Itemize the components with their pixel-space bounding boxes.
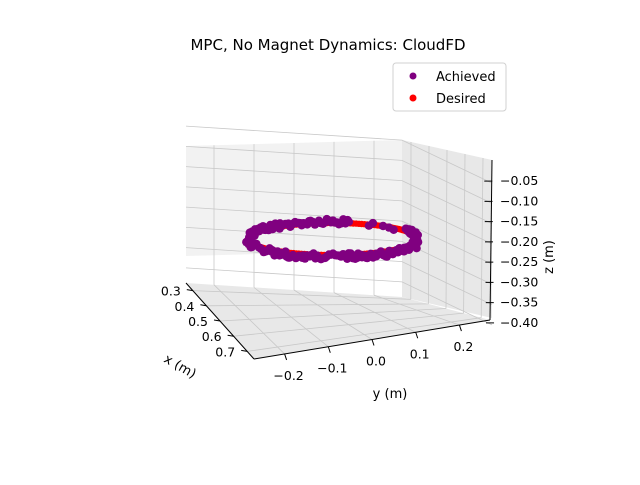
achieved-point bbox=[390, 226, 398, 234]
achieved-point bbox=[413, 238, 421, 246]
x-tick-label: 0.4 bbox=[175, 299, 195, 314]
y-tick-label: −0.2 bbox=[273, 368, 303, 383]
x-axis-label: x (m) bbox=[161, 352, 198, 382]
y-tick bbox=[459, 325, 461, 331]
z-tick-label: −0.40 bbox=[500, 315, 538, 330]
y-tick-label: −0.1 bbox=[317, 361, 347, 376]
x-tick-label: 0.5 bbox=[188, 314, 208, 329]
x-tick-label: 0.6 bbox=[202, 329, 222, 344]
z-tick-label: −0.30 bbox=[500, 274, 538, 289]
z-tick-label: −0.15 bbox=[500, 214, 538, 229]
z-tick-label: −0.20 bbox=[500, 234, 538, 249]
legend-label-desired: Desired bbox=[436, 92, 486, 107]
y-tick-label: 0.0 bbox=[366, 354, 386, 369]
z-tick-label: −0.10 bbox=[500, 193, 538, 208]
y-tick bbox=[416, 332, 418, 338]
z-tick-label: −0.25 bbox=[500, 254, 538, 269]
z-tick-label: −0.35 bbox=[500, 295, 538, 310]
legend: Achieved Desired bbox=[393, 63, 506, 111]
legend-label-achieved: Achieved bbox=[436, 70, 496, 85]
z-tick-label: −0.05 bbox=[500, 173, 538, 188]
y-tick-label: 0.1 bbox=[410, 346, 430, 361]
achieved-point bbox=[345, 218, 353, 226]
x-tick-label: 0.7 bbox=[215, 344, 235, 359]
y-tick bbox=[328, 347, 330, 353]
chart-title: MPC, No Magnet Dynamics: CloudFD bbox=[190, 36, 465, 54]
x-tick-label: 0.3 bbox=[161, 284, 181, 299]
z-axis-label: z (m) bbox=[542, 240, 557, 274]
y-axis-label: y (m) bbox=[373, 387, 408, 402]
legend-marker-achieved bbox=[410, 73, 417, 80]
y-tick bbox=[285, 354, 287, 360]
y-tick-label: 0.2 bbox=[453, 339, 473, 354]
legend-marker-desired bbox=[410, 95, 417, 102]
y-tick bbox=[372, 340, 374, 346]
achieved-point bbox=[369, 219, 377, 227]
